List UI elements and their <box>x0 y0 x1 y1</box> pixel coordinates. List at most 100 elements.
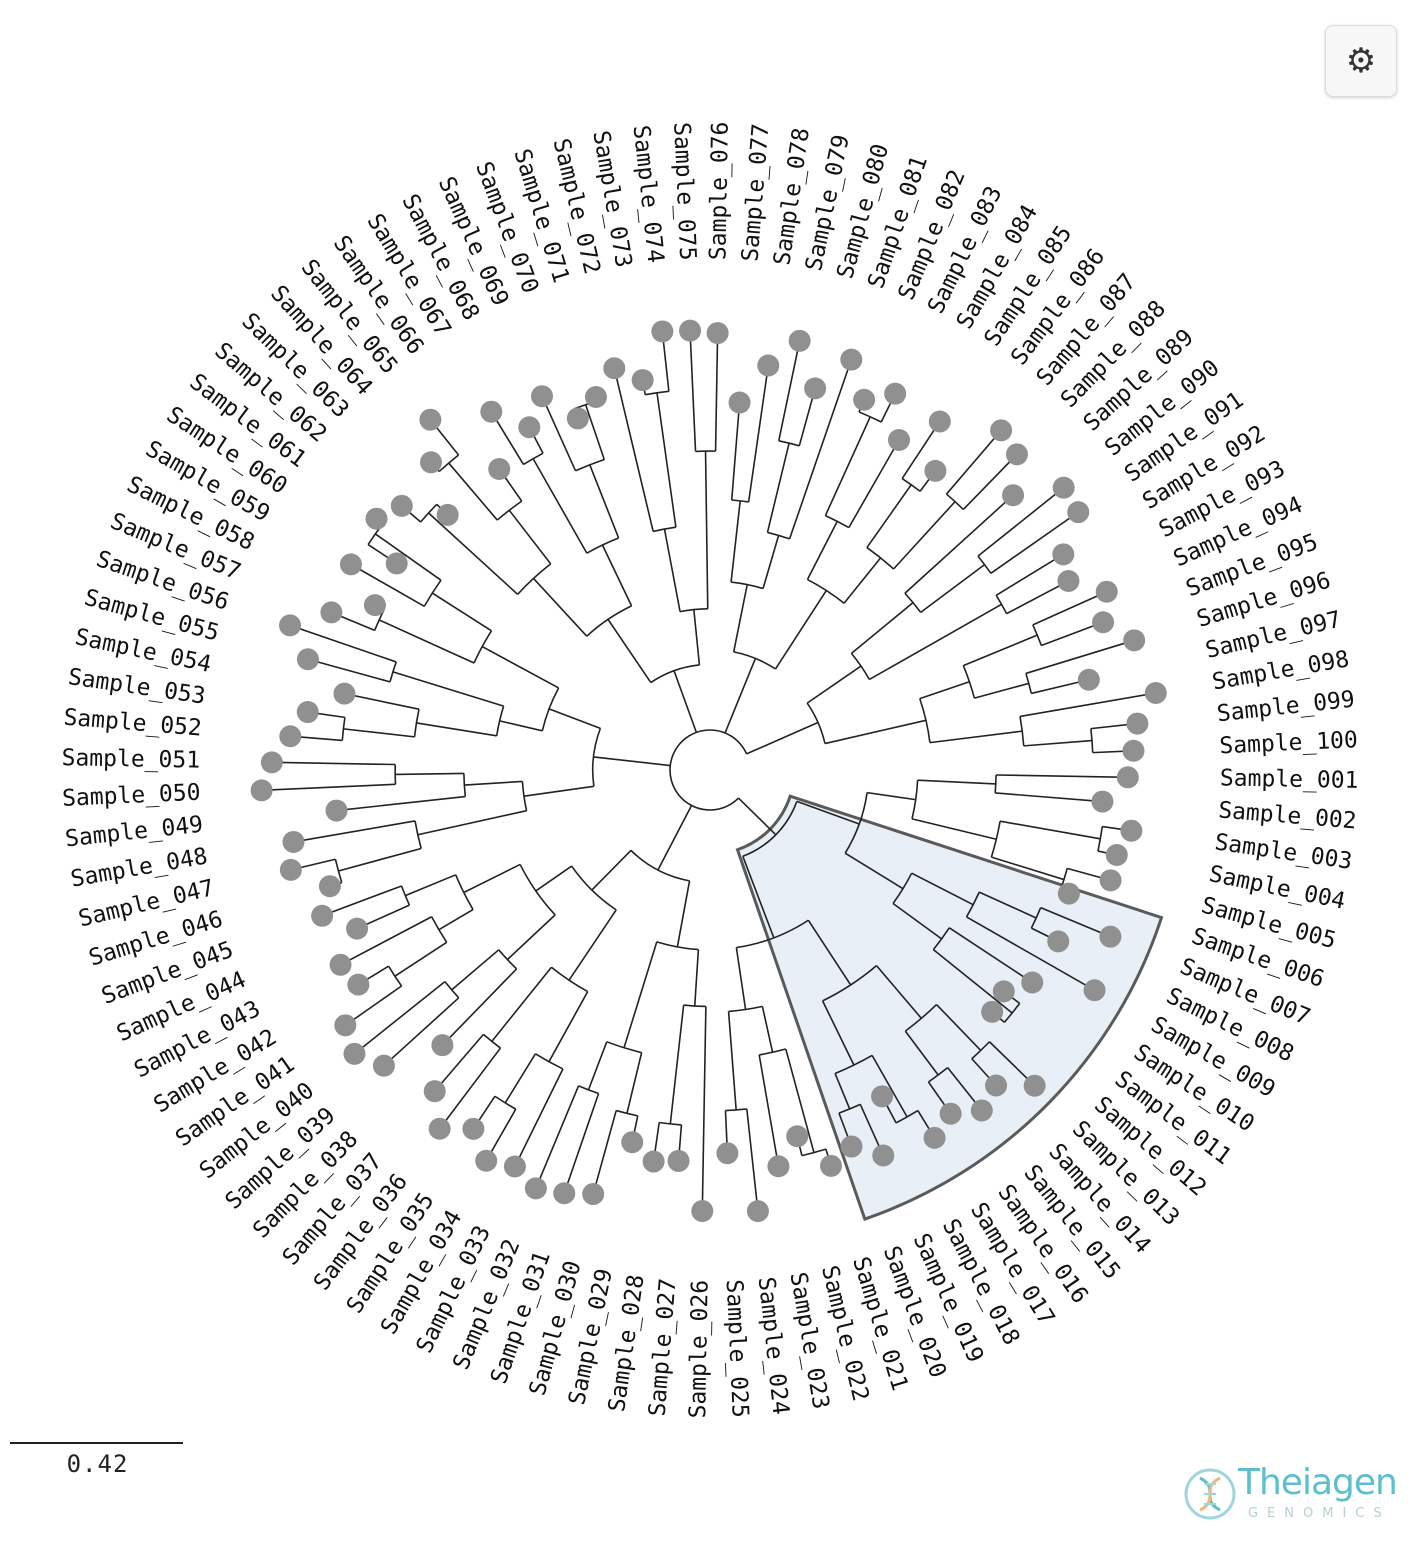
leaf-node[interactable] <box>419 408 442 431</box>
leaf-node[interactable] <box>1092 611 1115 634</box>
leaf-node[interactable] <box>325 799 348 822</box>
leaf-node[interactable] <box>691 1200 714 1223</box>
leaf-node[interactable] <box>928 410 951 433</box>
leaf-label[interactable]: Sample_027 <box>645 1277 682 1417</box>
leaf-node[interactable] <box>1052 543 1075 566</box>
leaf-node[interactable] <box>1091 790 1114 813</box>
leaf-node[interactable] <box>296 701 319 724</box>
leaf-node[interactable] <box>603 357 626 380</box>
leaf-node[interactable] <box>631 369 654 392</box>
leaf-node[interactable] <box>872 1144 895 1167</box>
leaf-node[interactable] <box>840 1135 863 1158</box>
leaf-node[interactable] <box>970 1099 993 1122</box>
leaf-node[interactable] <box>431 1034 454 1057</box>
leaf-node[interactable] <box>939 1102 962 1125</box>
leaf-node[interactable] <box>260 751 283 774</box>
leaf-node[interactable] <box>1144 681 1167 704</box>
leaf-node[interactable] <box>679 319 702 342</box>
leaf-node[interactable] <box>475 1149 498 1172</box>
leaf-node[interactable] <box>1120 819 1143 842</box>
leaf-node[interactable] <box>1083 979 1106 1002</box>
leaf-node[interactable] <box>728 391 751 414</box>
leaf-node[interactable] <box>311 904 334 927</box>
leaf-node[interactable] <box>871 1085 894 1108</box>
leaf-node[interactable] <box>343 1042 366 1065</box>
leaf-node[interactable] <box>642 1150 665 1173</box>
leaf-node[interactable] <box>296 648 319 671</box>
leaf-node[interactable] <box>1021 971 1044 994</box>
leaf-node[interactable] <box>1052 476 1075 499</box>
leaf-node[interactable] <box>333 682 356 705</box>
leaf-node[interactable] <box>786 1125 809 1148</box>
leaf-node[interactable] <box>1122 739 1145 762</box>
leaf-node[interactable] <box>923 1126 946 1149</box>
leaf-node[interactable] <box>372 1054 395 1077</box>
leaf-node[interactable] <box>334 1014 357 1037</box>
leaf-node[interactable] <box>1005 443 1028 466</box>
leaf-node[interactable] <box>621 1131 644 1154</box>
leaf-label[interactable]: Sample_077 <box>737 123 774 263</box>
leaf-node[interactable] <box>1002 484 1025 507</box>
leaf-node[interactable] <box>1057 882 1080 905</box>
leaf-node[interactable] <box>1123 629 1146 652</box>
leaf-label[interactable]: Sample_024 <box>753 1276 794 1416</box>
leaf-node[interactable] <box>1067 501 1090 524</box>
leaf-label[interactable]: Sample_025 <box>721 1279 753 1419</box>
leaf-node[interactable] <box>584 386 607 409</box>
leaf-node[interactable] <box>428 1117 451 1140</box>
leaf-node[interactable] <box>480 400 503 423</box>
leaf-node[interactable] <box>347 973 370 996</box>
settings-button[interactable]: ⚙ <box>1325 25 1397 97</box>
leaf-node[interactable] <box>531 385 554 408</box>
leaf-label[interactable]: Sample_099 <box>1216 687 1356 728</box>
leaf-node[interactable] <box>282 830 305 853</box>
leaf-node[interactable] <box>419 451 442 474</box>
leaf-label[interactable]: Sample_002 <box>1217 797 1357 834</box>
leaf-node[interactable] <box>853 388 876 411</box>
leaf-node[interactable] <box>651 320 674 343</box>
leaf-node[interactable] <box>990 419 1013 442</box>
highlighted-clade[interactable] <box>735 794 1164 1221</box>
leaf-node[interactable] <box>884 382 907 405</box>
leaf-node[interactable] <box>1057 570 1080 593</box>
leaf-node[interactable] <box>329 953 352 976</box>
leaf-node[interactable] <box>985 1074 1008 1097</box>
leaf-label[interactable]: Sample_026 <box>685 1280 713 1419</box>
leaf-node[interactable] <box>746 1200 769 1223</box>
leaf-node[interactable] <box>320 601 343 624</box>
leaf-node[interactable] <box>462 1117 485 1140</box>
leaf-node[interactable] <box>279 725 302 748</box>
leaf-node[interactable] <box>1077 668 1100 691</box>
leaf-node[interactable] <box>385 552 408 575</box>
leaf-node[interactable] <box>820 1154 843 1177</box>
leaf-node[interactable] <box>981 1000 1004 1023</box>
leaf-node[interactable] <box>365 507 388 530</box>
leaf-node[interactable] <box>566 407 589 430</box>
leaf-label[interactable]: Sample_001 <box>1220 765 1359 793</box>
leaf-node[interactable] <box>1105 843 1128 866</box>
leaf-node[interactable] <box>279 614 302 637</box>
leaf-label[interactable]: Sample_051 <box>61 745 200 773</box>
leaf-node[interactable] <box>716 1142 739 1165</box>
leaf-node[interactable] <box>346 917 369 940</box>
leaf-node[interactable] <box>524 1177 547 1200</box>
leaf-node[interactable] <box>390 494 413 517</box>
leaf-node[interactable] <box>488 457 511 480</box>
leaf-node[interactable] <box>757 354 780 377</box>
leaf-label[interactable]: Sample_050 <box>62 780 202 812</box>
leaf-node[interactable] <box>1126 712 1149 735</box>
leaf-node[interactable] <box>1099 869 1122 892</box>
leaf-node[interactable] <box>279 858 302 881</box>
leaf-node[interactable] <box>887 429 910 452</box>
leaf-node[interactable] <box>767 1155 790 1178</box>
leaf-label[interactable]: Sample_075 <box>668 122 700 262</box>
leaf-node[interactable] <box>436 503 459 526</box>
leaf-node[interactable] <box>840 348 863 371</box>
leaf-node[interactable] <box>1095 580 1118 603</box>
leaf-node[interactable] <box>582 1183 605 1206</box>
leaf-node[interactable] <box>250 779 273 802</box>
leaf-node[interactable] <box>1047 930 1070 953</box>
leaf-label[interactable]: Sample_052 <box>63 705 203 742</box>
leaf-node[interactable] <box>1116 766 1139 789</box>
leaf-node[interactable] <box>804 377 827 400</box>
